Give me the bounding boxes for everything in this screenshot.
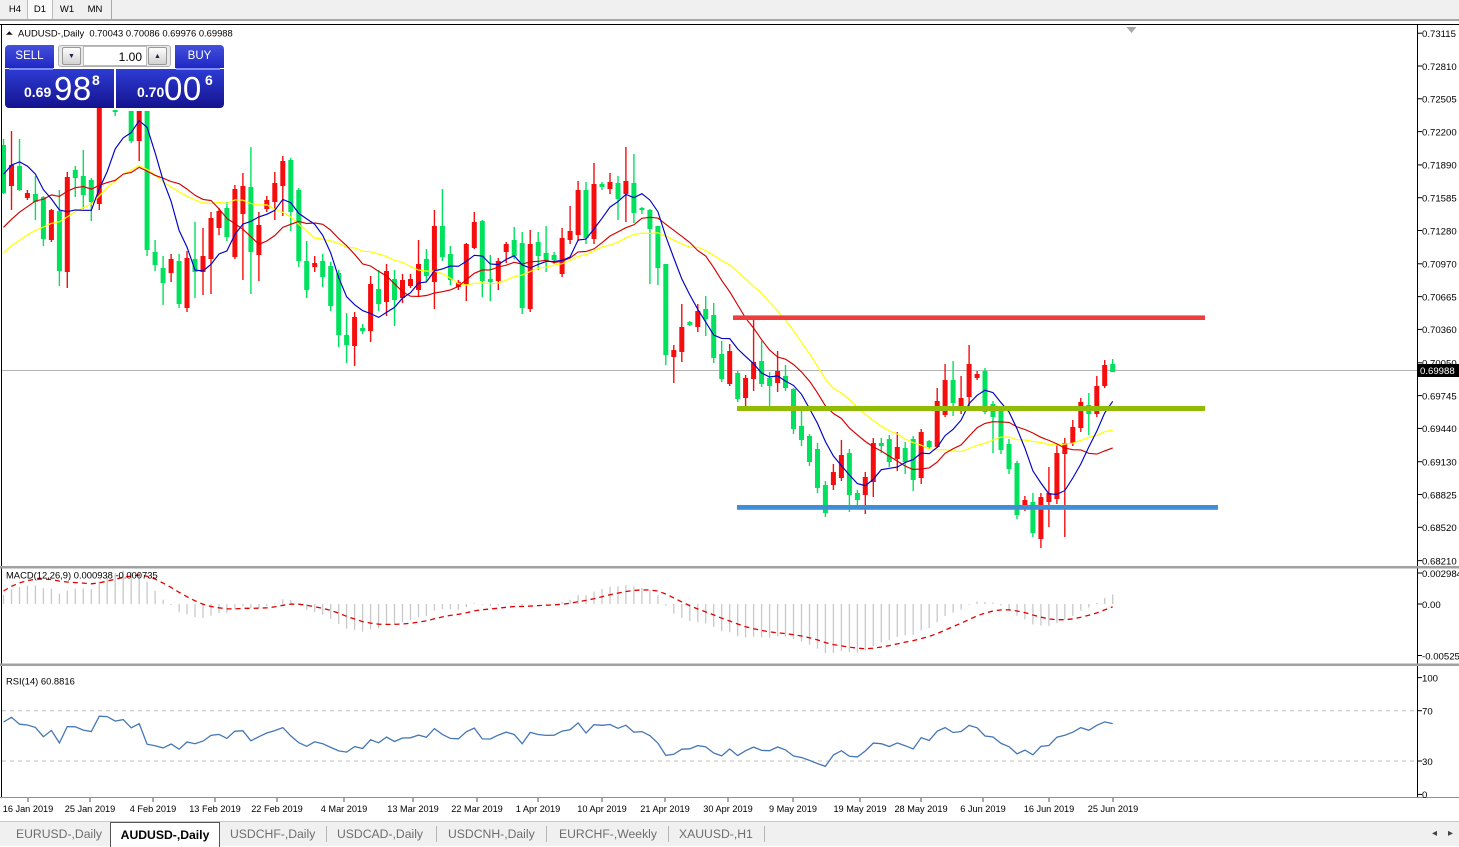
svg-text:0.68825: 0.68825 xyxy=(1422,490,1457,501)
svg-text:22 Mar 2019: 22 Mar 2019 xyxy=(451,804,503,814)
svg-text:4 Mar 2019: 4 Mar 2019 xyxy=(321,804,367,814)
svg-text:21 Apr 2019: 21 Apr 2019 xyxy=(640,804,690,814)
svg-text:0.72505: 0.72505 xyxy=(1422,95,1457,106)
svg-text:22 Feb 2019: 22 Feb 2019 xyxy=(251,804,303,814)
svg-text:6 Jun 2019: 6 Jun 2019 xyxy=(960,804,1005,814)
svg-text:-0.005256: -0.005256 xyxy=(1422,651,1459,662)
svg-text:0.68520: 0.68520 xyxy=(1422,523,1457,534)
svg-text:MACD(12,26,9) 0.000938 -0.0007: MACD(12,26,9) 0.000938 -0.000735 xyxy=(6,570,158,581)
svg-text:13 Feb 2019: 13 Feb 2019 xyxy=(189,804,241,814)
svg-text:28 May 2019: 28 May 2019 xyxy=(894,804,947,814)
svg-text:16 Jan 2019: 16 Jan 2019 xyxy=(3,804,54,814)
svg-text:19 May 2019: 19 May 2019 xyxy=(833,804,886,814)
svg-text:0.69745: 0.69745 xyxy=(1422,391,1457,402)
svg-text:1 Apr 2019: 1 Apr 2019 xyxy=(516,804,560,814)
svg-text:13 Mar 2019: 13 Mar 2019 xyxy=(387,804,439,814)
svg-text:0.70970: 0.70970 xyxy=(1422,260,1457,271)
svg-text:RSI(14) 60.8816: RSI(14) 60.8816 xyxy=(6,676,75,687)
svg-text:100: 100 xyxy=(1422,673,1438,684)
svg-text:AUDUSD-,Daily 0.70043 0.70086: AUDUSD-,Daily 0.70043 0.70086 0.69976 0.… xyxy=(18,28,233,39)
svg-text:0.002984: 0.002984 xyxy=(1422,569,1459,580)
svg-text:16 Jun 2019: 16 Jun 2019 xyxy=(1024,804,1075,814)
svg-text:0.72810: 0.72810 xyxy=(1422,62,1457,73)
svg-text:70: 70 xyxy=(1422,707,1433,718)
svg-text:0.70665: 0.70665 xyxy=(1422,292,1457,303)
svg-text:0.69130: 0.69130 xyxy=(1422,458,1457,469)
svg-text:25 Jan 2019: 25 Jan 2019 xyxy=(65,804,116,814)
svg-text:30 Apr 2019: 30 Apr 2019 xyxy=(703,804,753,814)
svg-text:10 Apr 2019: 10 Apr 2019 xyxy=(577,804,627,814)
svg-text:0.71585: 0.71585 xyxy=(1422,194,1457,205)
svg-text:9 May 2019: 9 May 2019 xyxy=(769,804,817,814)
svg-text:0.69988: 0.69988 xyxy=(1420,366,1455,377)
svg-text:0.71280: 0.71280 xyxy=(1422,226,1457,237)
svg-text:0.00: 0.00 xyxy=(1422,600,1441,611)
svg-text:0.72200: 0.72200 xyxy=(1422,127,1457,138)
svg-text:30: 30 xyxy=(1422,757,1433,768)
svg-text:0.69440: 0.69440 xyxy=(1422,424,1457,435)
svg-text:0.71890: 0.71890 xyxy=(1422,161,1457,172)
svg-text:0: 0 xyxy=(1422,790,1427,801)
svg-text:0.70360: 0.70360 xyxy=(1422,325,1457,336)
svg-text:0.73115: 0.73115 xyxy=(1422,29,1456,40)
svg-text:4 Feb 2019: 4 Feb 2019 xyxy=(130,804,177,814)
svg-text:25 Jun 2019: 25 Jun 2019 xyxy=(1088,804,1139,814)
svg-text:0.68210: 0.68210 xyxy=(1422,556,1457,567)
